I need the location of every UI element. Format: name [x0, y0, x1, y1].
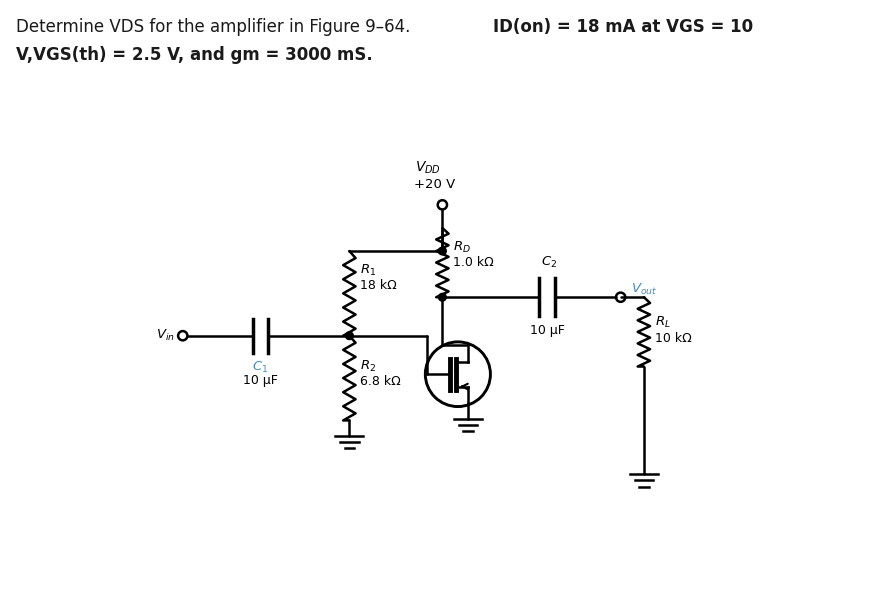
Text: 10 μF: 10 μF	[530, 324, 565, 337]
Text: 10 kΩ: 10 kΩ	[655, 331, 691, 344]
Text: $R_L$: $R_L$	[655, 315, 670, 330]
Text: +20 V: +20 V	[414, 178, 455, 191]
Text: $C_2$: $C_2$	[540, 255, 557, 270]
Circle shape	[346, 332, 354, 339]
Text: $R_2$: $R_2$	[361, 359, 376, 374]
Text: $R_D$: $R_D$	[453, 240, 471, 255]
Text: 6.8 kΩ: 6.8 kΩ	[361, 375, 401, 389]
Text: 18 kΩ: 18 kΩ	[361, 279, 397, 292]
Text: ID(on) = 18 mA at VGS = 10: ID(on) = 18 mA at VGS = 10	[493, 18, 753, 36]
Text: $C_1$: $C_1$	[252, 360, 268, 376]
Text: 10 μF: 10 μF	[243, 375, 278, 387]
Text: 1.0 kΩ: 1.0 kΩ	[453, 256, 494, 269]
Text: $V_{out}$: $V_{out}$	[631, 282, 658, 297]
Text: V,VGS(th) = 2.5 V, and gm = 3000 mS.: V,VGS(th) = 2.5 V, and gm = 3000 mS.	[16, 46, 373, 64]
Circle shape	[438, 247, 446, 255]
Text: $V_{DD}$: $V_{DD}$	[416, 159, 442, 176]
Text: Determine VDS for the amplifier in Figure 9–64.: Determine VDS for the amplifier in Figur…	[16, 18, 416, 36]
Circle shape	[438, 293, 446, 301]
Text: $V_{in}$: $V_{in}$	[156, 328, 175, 343]
Text: $R_1$: $R_1$	[361, 262, 376, 278]
